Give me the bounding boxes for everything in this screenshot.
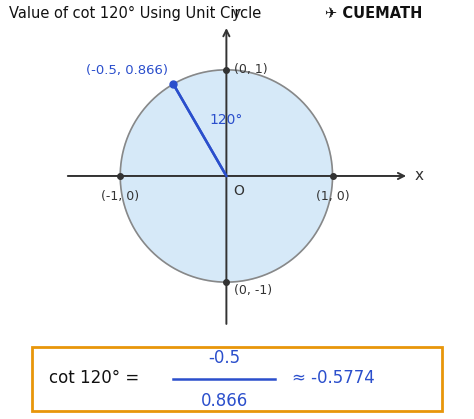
Text: Value of cot 120° Using Unit Circle: Value of cot 120° Using Unit Circle <box>9 6 262 21</box>
Text: (0, -1): (0, -1) <box>234 284 272 297</box>
Text: O: O <box>233 184 244 199</box>
Polygon shape <box>120 70 333 282</box>
Text: (1, 0): (1, 0) <box>316 190 349 203</box>
Text: (0, 1): (0, 1) <box>234 63 267 76</box>
Text: (-0.5, 0.866): (-0.5, 0.866) <box>86 64 168 77</box>
Text: y: y <box>232 6 241 21</box>
Text: x: x <box>414 168 423 184</box>
Text: cot 120° =: cot 120° = <box>49 369 139 387</box>
Text: -0.5: -0.5 <box>208 349 240 367</box>
Text: 0.866: 0.866 <box>201 392 248 409</box>
Text: (-1, 0): (-1, 0) <box>101 190 139 203</box>
Text: 120°: 120° <box>210 113 243 127</box>
Text: ✈ CUEMATH: ✈ CUEMATH <box>325 6 422 21</box>
Text: ≈ -0.5774: ≈ -0.5774 <box>292 369 375 387</box>
FancyBboxPatch shape <box>32 347 442 411</box>
